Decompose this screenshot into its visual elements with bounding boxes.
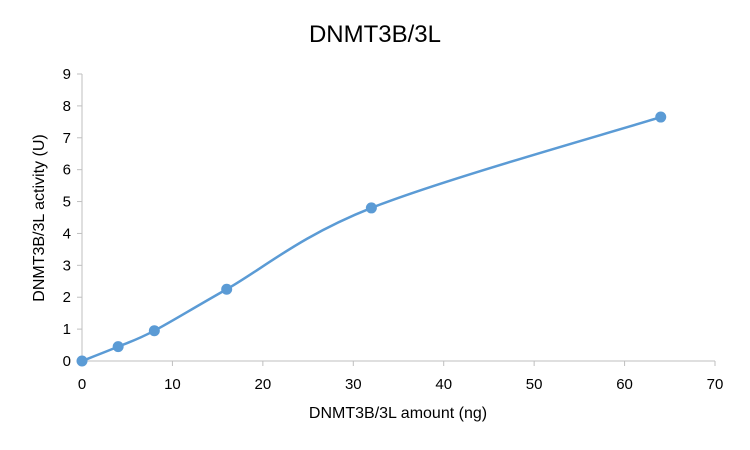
y-tick-label: 6 bbox=[63, 162, 71, 179]
x-tick-label: 20 bbox=[255, 376, 272, 393]
x-tick-label: 70 bbox=[707, 376, 724, 393]
tick-labels: 0 1 2 3 4 5 6 7 8 9 0 10 20 30 40 50 60 70 bbox=[63, 66, 724, 393]
y-tick-label: 9 bbox=[63, 66, 71, 83]
y-axis-label: DNMT3B/3L activity (U) bbox=[31, 134, 48, 301]
data-point bbox=[112, 341, 124, 353]
y-tick-label: 7 bbox=[63, 130, 71, 147]
x-tick-label: 0 bbox=[78, 376, 86, 393]
data-point bbox=[148, 325, 160, 337]
x-tick-label: 60 bbox=[616, 376, 633, 393]
y-tick-label: 4 bbox=[63, 225, 71, 242]
x-tick-label: 10 bbox=[164, 376, 181, 393]
x-tick-label: 30 bbox=[345, 376, 362, 393]
x-tick-label: 40 bbox=[435, 376, 452, 393]
series-line bbox=[81, 115, 662, 363]
y-tick-label: 1 bbox=[63, 321, 71, 338]
plot-area bbox=[76, 111, 667, 367]
x-tick-label: 50 bbox=[526, 376, 543, 393]
y-tick-label: 8 bbox=[63, 98, 71, 115]
y-tick-label: 2 bbox=[63, 289, 71, 306]
y-tick-label: 5 bbox=[63, 194, 71, 211]
data-point bbox=[76, 355, 88, 367]
y-tick-label: 0 bbox=[63, 353, 71, 370]
data-point bbox=[221, 283, 233, 295]
data-point bbox=[365, 202, 377, 214]
y-tick-label: 3 bbox=[63, 257, 71, 274]
data-point bbox=[655, 111, 667, 123]
x-axis-label: DNMT3B/3L amount (ng) bbox=[309, 405, 487, 422]
chart-title: DNMT3B/3L bbox=[309, 21, 441, 48]
axes bbox=[77, 73, 716, 366]
